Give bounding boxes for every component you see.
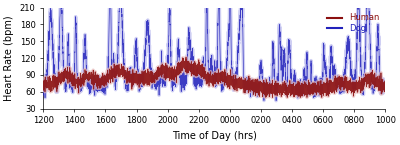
X-axis label: Time of Day (hrs): Time of Day (hrs) [172, 131, 257, 141]
Y-axis label: Heart Rate (bpm): Heart Rate (bpm) [4, 15, 14, 101]
Legend: Human, Dog: Human, Dog [326, 12, 381, 35]
